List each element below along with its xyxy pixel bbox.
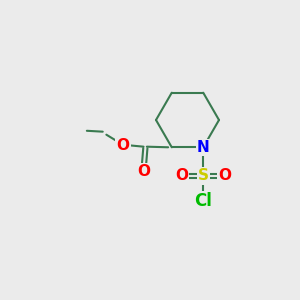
Text: O: O <box>137 164 150 179</box>
Text: O: O <box>218 168 231 183</box>
Text: S: S <box>198 168 209 183</box>
Text: N: N <box>197 140 210 155</box>
Text: O: O <box>175 168 188 183</box>
Text: Cl: Cl <box>194 192 212 210</box>
Text: O: O <box>116 138 129 153</box>
